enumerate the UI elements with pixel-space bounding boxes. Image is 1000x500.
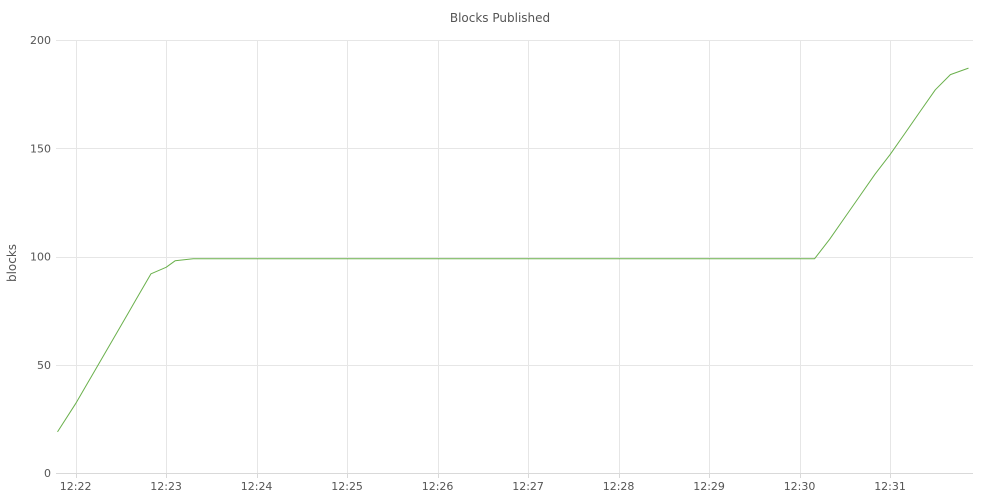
x-tick-label: 12:25 xyxy=(331,480,363,493)
y-tick-label: 50 xyxy=(37,359,51,372)
x-tick-label: 12:24 xyxy=(241,480,273,493)
x-tick-label: 12:26 xyxy=(422,480,454,493)
y-tick-label: 0 xyxy=(44,467,51,480)
x-tick-label: 12:22 xyxy=(60,480,92,493)
y-tick-label: 150 xyxy=(30,142,51,155)
series-line xyxy=(58,68,969,432)
chart-title: Blocks Published xyxy=(450,11,550,25)
grid-layer xyxy=(56,40,973,473)
x-tick-label: 12:29 xyxy=(693,480,725,493)
y-axis-label: blocks xyxy=(5,244,19,282)
x-tick-label: 12:28 xyxy=(603,480,635,493)
y-tick-label: 200 xyxy=(30,34,51,47)
x-tick-label: 12:30 xyxy=(784,480,816,493)
series-layer xyxy=(58,68,969,432)
x-tick-label: 12:23 xyxy=(150,480,182,493)
y-tick-label: 100 xyxy=(30,251,51,264)
x-tick-label: 12:27 xyxy=(512,480,544,493)
x-tick-label: 12:31 xyxy=(874,480,906,493)
